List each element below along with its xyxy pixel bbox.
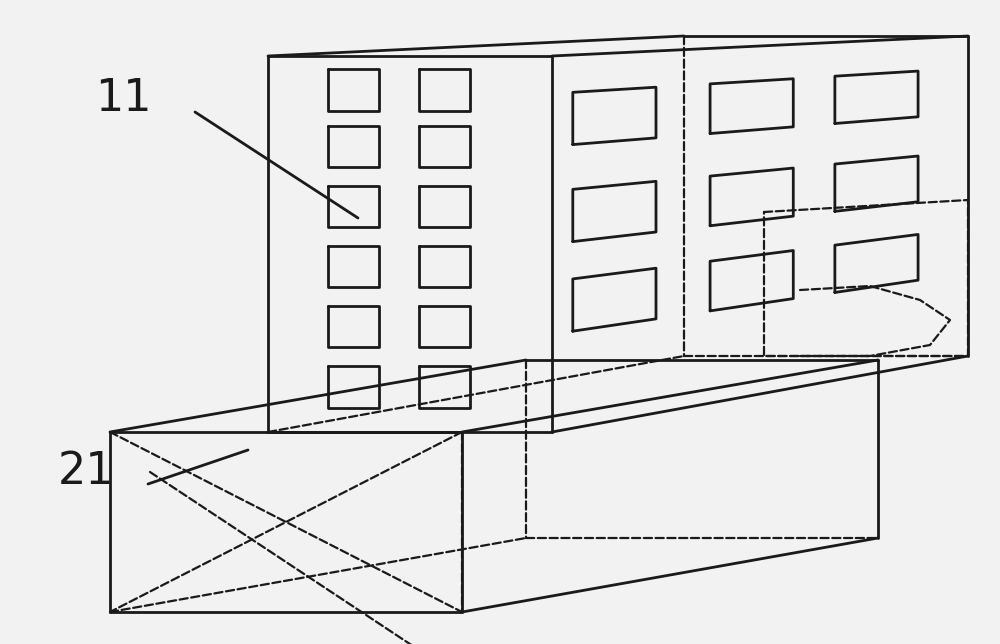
Text: 21: 21 bbox=[58, 451, 115, 493]
Text: 11: 11 bbox=[95, 77, 152, 120]
